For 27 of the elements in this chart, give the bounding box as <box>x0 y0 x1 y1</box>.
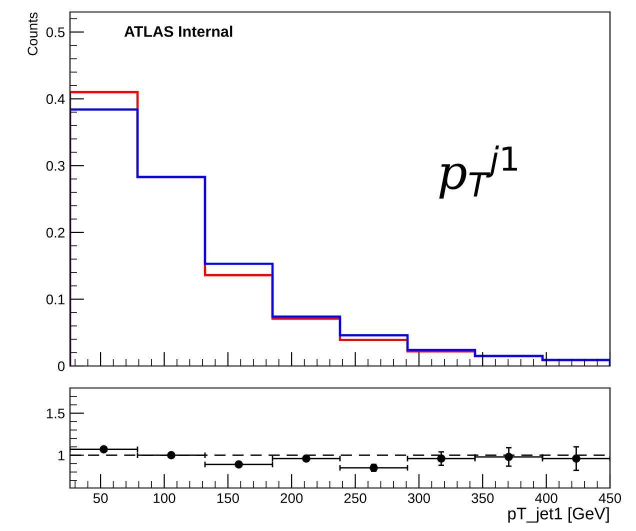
x-tick-label: 250 <box>344 493 366 504</box>
x-tick-label: 50 <box>93 493 108 504</box>
y-axis-title: Counts <box>28 12 38 56</box>
point <box>234 460 243 469</box>
point <box>167 451 176 460</box>
point <box>100 445 108 454</box>
annotation: ATLAS Internal <box>124 26 232 37</box>
x-tick-label: 150 <box>217 493 239 504</box>
y-tick-label: 0 <box>58 361 65 372</box>
point <box>504 452 513 462</box>
annotation: p$_{T}$$^{j1}$ <box>439 146 517 199</box>
x-tick-label: 450 <box>598 493 622 504</box>
y-tick-label: 0.5 <box>46 27 65 38</box>
point <box>572 454 580 463</box>
y-tick-label: 1.5 <box>46 408 65 418</box>
x-axis-title: pT_jet1 [GeV] <box>508 507 609 523</box>
x-tick-label: 200 <box>280 493 303 504</box>
x-tick-label: 300 <box>408 493 430 504</box>
x-tick-label: 350 <box>472 493 494 504</box>
point <box>437 454 446 463</box>
x-tick-label: 100 <box>154 493 176 504</box>
y-tick-label: 0.2 <box>46 228 64 238</box>
x-tick-label: 400 <box>535 493 558 504</box>
y-tick-label: 0.3 <box>46 160 65 171</box>
y-tick-label: 1 <box>58 450 64 460</box>
y-tick-label: 0.1 <box>46 294 64 304</box>
y-tick-label: 0.4 <box>46 94 65 104</box>
